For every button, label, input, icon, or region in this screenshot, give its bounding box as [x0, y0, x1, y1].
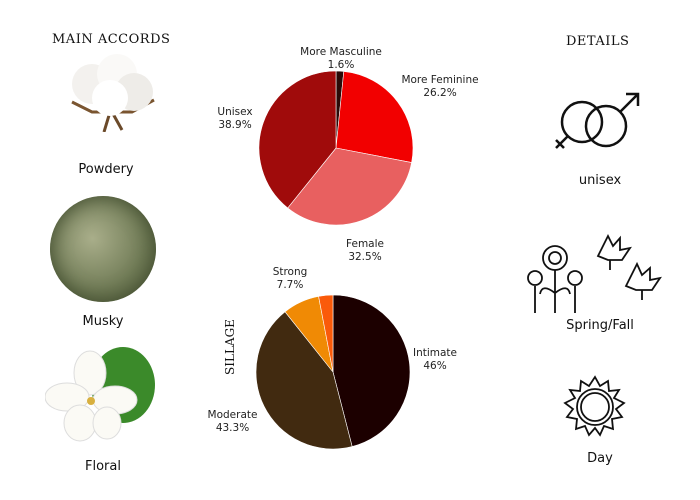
season-label: Spring/Fall	[566, 318, 634, 333]
pie2-slice-intimate	[332, 294, 411, 447]
time-label: Day	[587, 451, 613, 466]
pie2-label-strong: Strong 7.7%	[272, 266, 308, 291]
pie1-label-unisex: Unisex 38.9%	[217, 106, 253, 131]
pie1-label-masculine: More Masculine 1.6%	[300, 46, 382, 71]
pie2-label-moderate: Moderate 43.3%	[207, 409, 258, 434]
accord-label-powdery: Powdery	[78, 162, 134, 177]
gender-unisex-icon	[555, 92, 640, 149]
pie1-label-female: Female 32.5%	[346, 238, 384, 263]
pie2-slice-moderate	[255, 311, 353, 450]
pie2-label-intimate: Intimate 46%	[412, 347, 458, 372]
pie2-slice-other	[318, 294, 334, 373]
gender-label: unisex	[578, 173, 622, 188]
powdery-image	[62, 52, 162, 133]
accord-label-musky: Musky	[82, 314, 124, 329]
sillage-title: SILLAGE	[223, 319, 237, 375]
pie1-slice-unisex	[258, 70, 337, 209]
sun-day-icon	[563, 375, 626, 437]
main-accords-title: MAIN ACCORDS	[52, 32, 171, 47]
spring-fall-icon	[527, 233, 662, 313]
accord-label-floral: Floral	[85, 459, 121, 474]
pie1-slice-more-feminine	[335, 71, 414, 163]
pie1-label-feminine: More Feminine 26.2%	[401, 74, 479, 99]
pie1-slice-female	[287, 147, 412, 226]
floral-image	[44, 345, 155, 445]
details-title: DETAILS	[566, 34, 630, 49]
musky-image	[50, 196, 156, 302]
